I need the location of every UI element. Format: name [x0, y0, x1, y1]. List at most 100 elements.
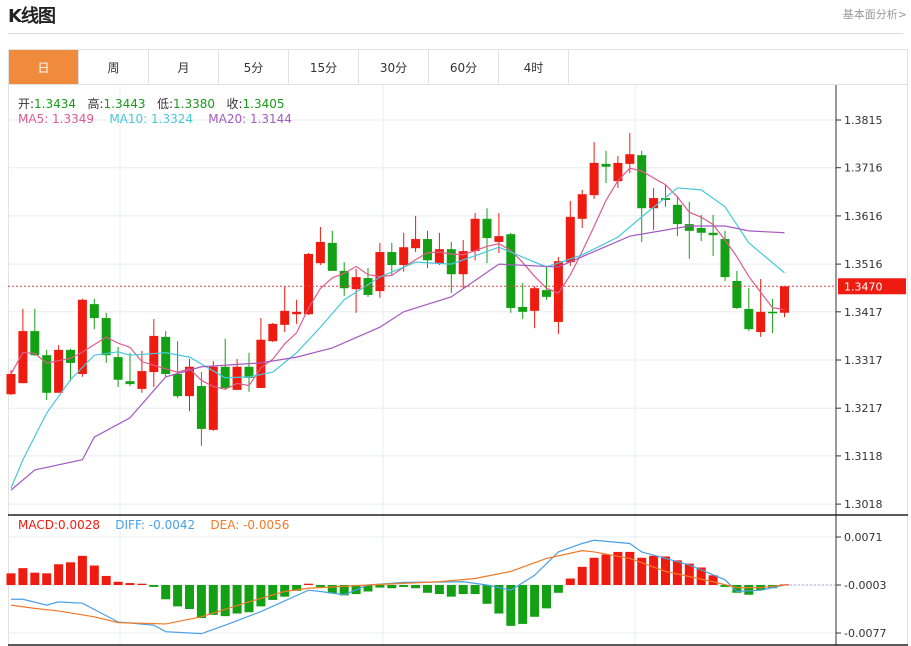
macd-bar	[613, 551, 623, 585]
macd-bar	[720, 585, 730, 587]
macd-bar	[482, 585, 492, 604]
diff-value: DIFF: -0.0042	[115, 518, 196, 532]
ma5-value: MA5: 1.3349	[18, 112, 95, 126]
macd-bar	[387, 585, 397, 589]
candle-up	[208, 366, 218, 430]
macd-bar	[458, 585, 468, 595]
candle-up	[304, 253, 313, 315]
macd-bar	[494, 585, 504, 614]
ohlc-readout: 开:1.3434 高:1.3443 低:1.3380 收:1.3405	[18, 95, 285, 112]
ma20-line	[10, 225, 785, 491]
candle-down	[672, 204, 682, 225]
macd-bar	[375, 585, 385, 588]
current-price-label: 1.3470	[844, 280, 883, 293]
candle-up	[589, 162, 599, 196]
macd-bar	[113, 581, 123, 585]
candle-up	[232, 366, 242, 390]
candle-down	[720, 239, 730, 278]
candle-up	[411, 239, 421, 249]
macd-bar	[315, 585, 325, 587]
candle-up	[577, 194, 587, 219]
tab-4[interactable]: 15分	[289, 50, 359, 84]
y-tick-label: 1.3118	[844, 450, 883, 463]
candle-up	[399, 247, 409, 266]
candle-up	[268, 323, 278, 342]
candle-down	[42, 355, 52, 393]
macd-bar	[399, 585, 409, 587]
macd-bar	[542, 585, 551, 609]
macd-bar	[101, 575, 111, 585]
ma5-line	[10, 167, 785, 390]
tab-0[interactable]: 日	[9, 50, 79, 84]
tab-2[interactable]: 月	[149, 50, 219, 84]
macd-bar	[292, 585, 302, 591]
macd-bar	[553, 585, 563, 593]
macd-bar	[411, 585, 421, 589]
candle-down	[161, 336, 171, 374]
macd-bar	[589, 557, 599, 585]
candle-down	[696, 227, 706, 233]
candle-down	[518, 306, 528, 312]
candle-down	[768, 311, 778, 314]
macd-bar	[137, 583, 147, 585]
candle-up	[458, 251, 468, 275]
tab-7[interactable]: 4时	[499, 50, 569, 84]
tab-6[interactable]: 60分	[429, 50, 499, 84]
macd-bar	[744, 585, 754, 595]
candle-down	[89, 304, 99, 319]
macd-bar	[434, 585, 444, 595]
candle-up	[780, 286, 789, 313]
candle-down	[244, 366, 254, 378]
macd-bar	[577, 566, 587, 585]
macd-bar	[696, 567, 706, 585]
macd-bar	[208, 585, 218, 615]
macd-bar	[649, 555, 659, 585]
candle-down	[601, 163, 611, 167]
chart-container	[8, 85, 908, 646]
diff-line	[11, 539, 785, 635]
macd-bar	[66, 562, 75, 585]
candle-down	[327, 242, 337, 271]
candle-down	[173, 373, 183, 397]
macd-bar	[423, 585, 432, 593]
macd-value: MACD:0.0028	[18, 518, 101, 532]
low-value: 1.3380	[173, 97, 216, 111]
tab-5[interactable]: 30分	[359, 50, 429, 84]
macd-bar	[470, 585, 480, 595]
macd-bar	[232, 585, 242, 614]
candle-down	[506, 234, 516, 308]
macd-bar	[363, 585, 373, 592]
close-label: 收:	[226, 97, 243, 111]
candle-down	[732, 280, 742, 308]
macd-bar	[6, 573, 16, 585]
candle-up	[351, 277, 361, 290]
y-tick-label: 1.3616	[844, 210, 883, 223]
macd-bar	[18, 568, 28, 585]
candle-up	[625, 154, 635, 164]
tab-1[interactable]: 周	[79, 50, 149, 84]
candle-up	[756, 311, 766, 333]
macd-bar	[30, 572, 40, 585]
fundamental-analysis-link[interactable]: 基本面分析>	[842, 8, 907, 21]
macd-bar	[185, 585, 194, 609]
macd-readout: MACD:0.0028 DIFF: -0.0042 DEA: -0.0056	[18, 518, 289, 532]
y-tick-label: 1.3815	[844, 114, 883, 127]
macd-bar	[196, 585, 206, 619]
macd-bar	[661, 556, 670, 585]
macd-bar	[506, 585, 516, 626]
candle-up	[77, 299, 87, 374]
y-tick-label: 1.3716	[844, 162, 883, 175]
macd-bar	[161, 585, 171, 600]
candle-down	[684, 224, 694, 231]
candle-up	[434, 249, 444, 264]
candle-up	[565, 216, 575, 263]
macd-bar	[708, 575, 718, 585]
macd-bar	[780, 584, 789, 586]
macd-bar	[637, 557, 647, 585]
candle-down	[423, 239, 432, 261]
tab-3[interactable]: 5分	[219, 50, 289, 84]
dea-line	[10, 550, 785, 625]
candle-up	[292, 311, 302, 315]
candle-down	[637, 155, 647, 209]
